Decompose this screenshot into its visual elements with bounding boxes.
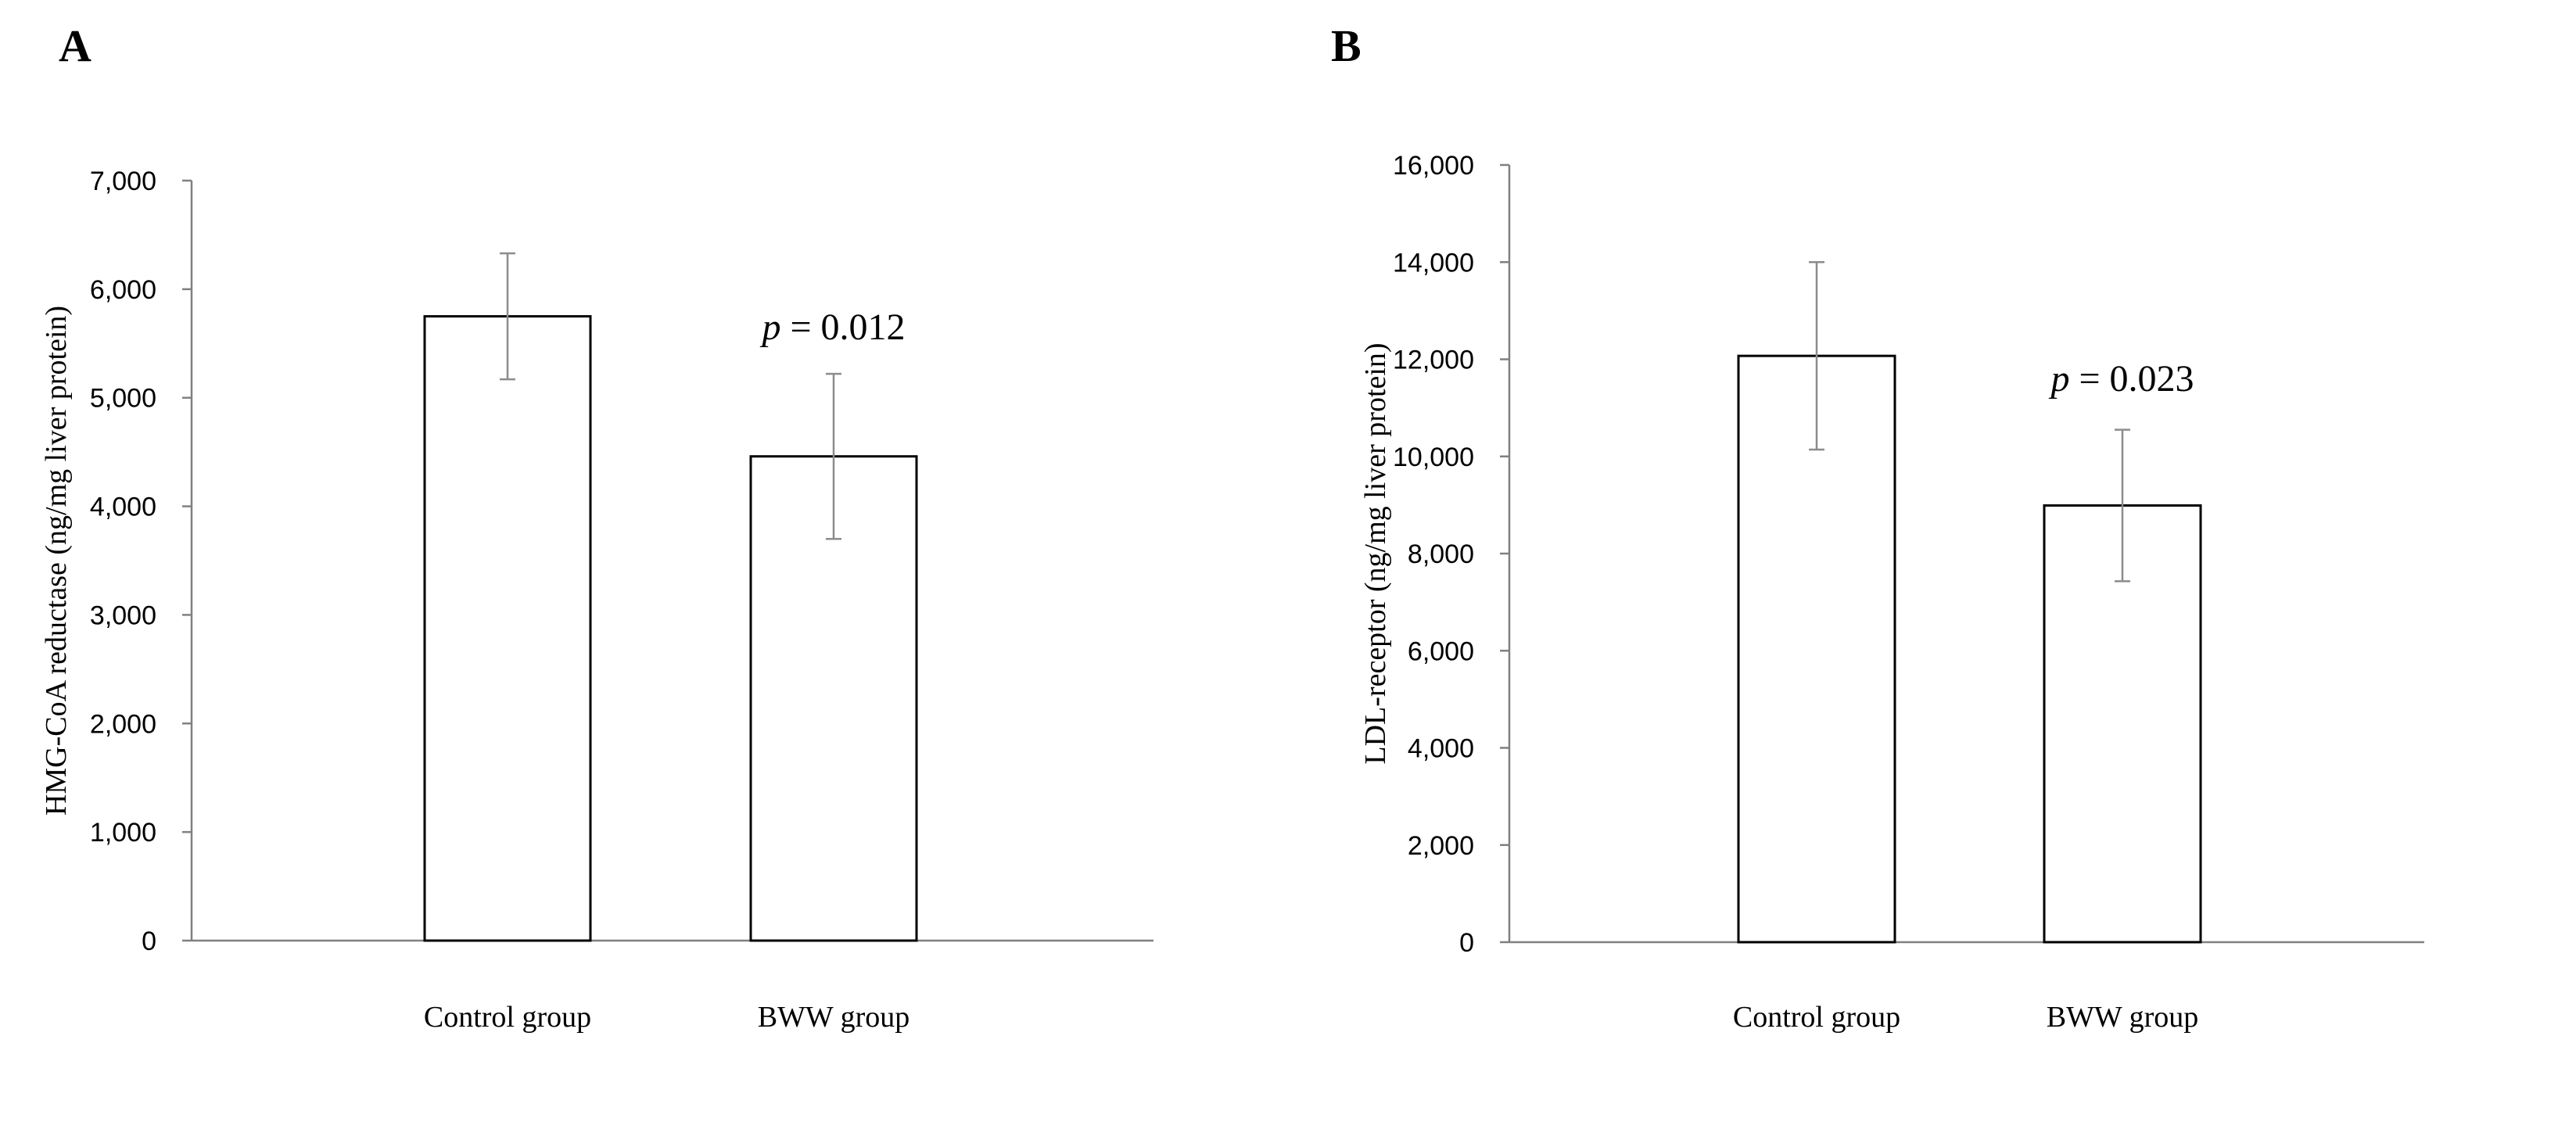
category-label: BWW group: [758, 1001, 910, 1034]
y-tick-label: 3,000: [90, 600, 156, 630]
p-value-text: = 0.023: [2069, 358, 2194, 400]
panel-b: B 0 2,000 4,000 6,000 8,000 10,000 12,000 14,00…: [1331, 20, 2424, 1034]
y-tick-label: 8,000: [1408, 539, 1474, 569]
y-tick-label: 7,000: [90, 167, 156, 196]
panel-a: A 0 1,000 2,000 3,000 4,000 5,000 6,000 7,000 HM…: [40, 20, 1153, 1034]
y-tick-label: 0: [1459, 928, 1474, 958]
y-tick-label: 10,000: [1393, 443, 1474, 472]
p-symbol: p: [2048, 358, 2069, 400]
p-value-text: = 0.012: [780, 306, 905, 348]
bar-a-control: [423, 315, 592, 942]
y-tick-label: 1,000: [90, 818, 156, 848]
y-tick-label: 16,000: [1393, 151, 1474, 181]
category-label: Control group: [424, 1001, 591, 1034]
panel-letter-b: B: [1331, 20, 1362, 71]
p-symbol: p: [759, 306, 780, 348]
y-tick-label: 4,000: [1408, 734, 1474, 764]
y-tick-label: 12,000: [1393, 346, 1474, 375]
y-tick-label: 6,000: [1408, 636, 1474, 666]
y-tick-label: 2,000: [1408, 831, 1474, 861]
category-label: BWW group: [2047, 1001, 2199, 1034]
y-tick-label: 5,000: [90, 384, 156, 414]
panel-letter-a: A: [59, 20, 91, 71]
p-value-annotation-b: p = 0.023: [2048, 358, 2194, 400]
y-tick-label: 2,000: [90, 709, 156, 739]
bar-b-control: [1737, 354, 1896, 944]
y-axis-title-b: LDL-receptor (ng/mg liver protein): [1359, 342, 1392, 764]
y-axis-title-a: HMG-CoA reductase (ng/mg liver protein): [40, 306, 73, 816]
y-tick-label: 14,000: [1393, 248, 1474, 278]
p-value-annotation-a: p = 0.012: [759, 306, 905, 348]
category-label: Control group: [1733, 1001, 1900, 1034]
y-tick-label: 4,000: [90, 493, 156, 522]
y-tick-label: 6,000: [90, 275, 156, 305]
y-tick-label: 0: [142, 927, 156, 956]
